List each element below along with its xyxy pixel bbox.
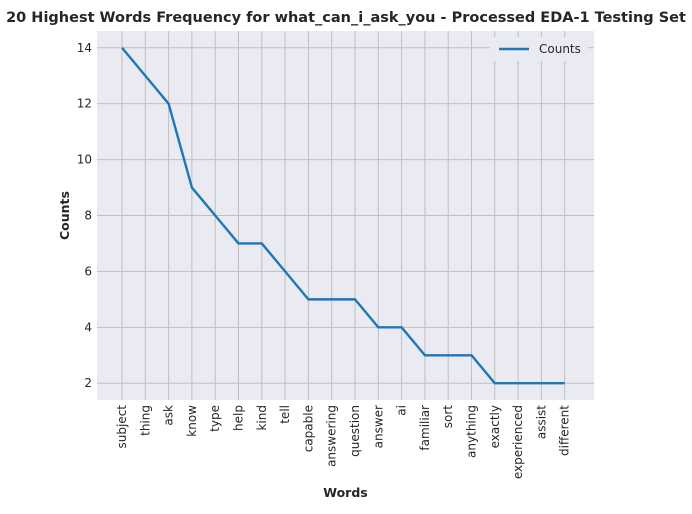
x-tick-label: subject: [115, 405, 129, 449]
x-tick-label: capable: [301, 405, 315, 452]
y-tick-label: 4: [84, 320, 92, 334]
x-tick-label: ai: [395, 405, 409, 416]
x-tick-label: experienced: [511, 405, 525, 479]
x-tick-label: tell: [278, 405, 292, 424]
series-line-counts: [121, 47, 565, 385]
x-tick-label: different: [558, 405, 572, 456]
x-tick-label: thing: [138, 405, 152, 436]
y-tick-label: 14: [77, 41, 92, 55]
x-tick-label: know: [185, 405, 199, 437]
y-tick-label: 2: [84, 376, 92, 390]
x-tick-label: help: [232, 405, 246, 431]
y-tick-label: 10: [77, 153, 92, 167]
y-tick-label: 8: [84, 209, 92, 223]
y-tick-label: 12: [77, 97, 92, 111]
x-tick-label: exactly: [488, 405, 502, 448]
x-tick-label: familiar: [418, 405, 432, 451]
x-tick-label: answer: [371, 405, 385, 448]
legend: Counts: [490, 37, 588, 61]
x-tick-label: question: [348, 405, 362, 457]
x-axis-label: Words: [323, 485, 367, 500]
x-tick-label: kind: [255, 405, 269, 431]
x-tick-label: type: [208, 405, 222, 432]
x-tick-label: answering: [325, 405, 339, 467]
x-axis-ticks: subject thing ask know type help kind tell capab…: [115, 405, 572, 479]
x-tick-label: anything: [465, 405, 479, 458]
y-axis-ticks: 2 4 6 8 10 12 14: [77, 41, 92, 390]
y-tick-label: 6: [84, 264, 92, 278]
grid-lines: [97, 31, 594, 400]
y-axis-label: Counts: [57, 191, 72, 240]
x-tick-label: ask: [162, 405, 176, 426]
chart-title: 20 Highest Words Frequency for what_can_…: [6, 10, 686, 26]
x-tick-label: sort: [441, 405, 455, 429]
x-tick-label: assist: [534, 405, 548, 439]
legend-label-counts: Counts: [539, 42, 581, 56]
